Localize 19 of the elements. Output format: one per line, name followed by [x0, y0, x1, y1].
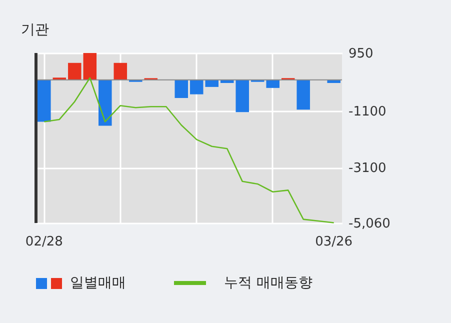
y-tick-label: -3100	[348, 161, 386, 176]
y-tick-label: -5,060	[348, 216, 390, 232]
bar	[266, 80, 280, 88]
bar	[38, 80, 51, 122]
chart-title: 기관	[20, 22, 49, 38]
bar	[236, 80, 249, 112]
x-tick-label: 03/26	[315, 234, 353, 250]
bar	[174, 80, 188, 98]
bar	[98, 80, 112, 126]
line-series	[44, 77, 334, 224]
bar	[114, 62, 128, 80]
legend-label: 누적 매매동향	[224, 274, 312, 292]
bar	[83, 53, 97, 80]
bar	[296, 80, 310, 110]
y-tick-label: 950	[348, 46, 374, 62]
bar	[68, 62, 82, 80]
x-tick-label: 02/28	[25, 234, 63, 250]
legend-label: 일별매매	[70, 274, 126, 292]
y-tick-label: -1100	[348, 104, 386, 120]
